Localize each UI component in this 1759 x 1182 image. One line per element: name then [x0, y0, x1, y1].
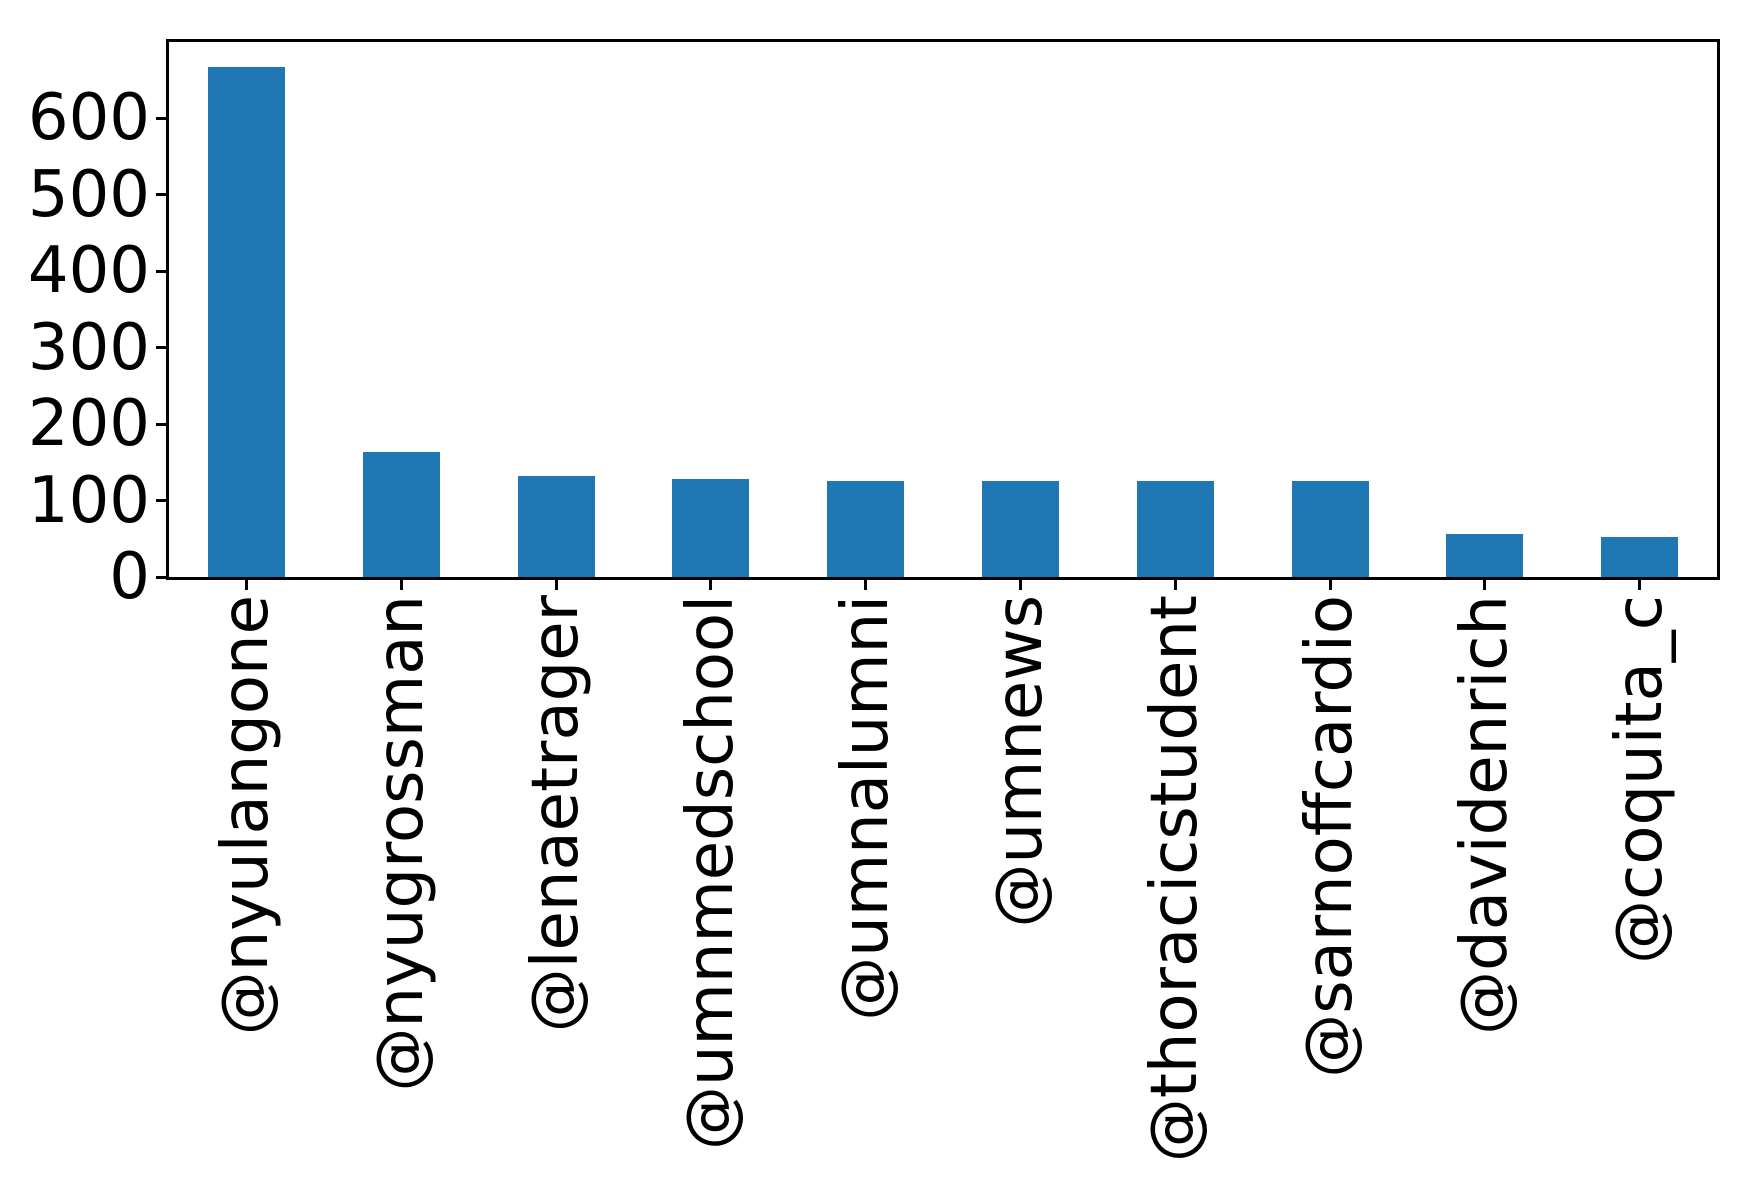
y-tick-label: 500	[27, 158, 150, 232]
bar-sarnoffcardio	[1292, 481, 1369, 577]
x-tick-label-umnalumni: @umnalumni	[829, 595, 903, 1021]
y-tick-label: 200	[27, 387, 150, 461]
bar-thoracicstudent	[1137, 481, 1214, 577]
x-tick-mark	[245, 580, 248, 590]
plot-area	[166, 39, 1720, 580]
bar-umnmedschool	[672, 479, 749, 577]
bar-davidenrich	[1446, 534, 1523, 577]
y-tick-mark	[156, 193, 166, 196]
x-tick-mark	[1019, 580, 1022, 590]
bar-umnalumni	[827, 481, 904, 577]
x-tick-label-thoracicstudent: @thoracicstudent	[1138, 595, 1212, 1163]
x-tick-mark	[709, 580, 712, 590]
x-tick-label-sarnoffcardio: @sarnoffcardio	[1293, 595, 1367, 1078]
x-tick-mark	[1174, 580, 1177, 590]
y-tick-label: 400	[27, 234, 150, 308]
y-tick-label: 300	[27, 311, 150, 385]
x-tick-mark	[864, 580, 867, 590]
bar-umnews	[982, 481, 1059, 577]
x-tick-label-davidenrich: @davidenrich	[1448, 595, 1522, 1035]
x-tick-mark	[1483, 580, 1486, 590]
x-tick-label-umnews: @umnews	[983, 595, 1057, 928]
y-tick-label: 600	[27, 81, 150, 155]
bar-nyugrossman	[363, 452, 440, 577]
x-tick-mark	[400, 580, 403, 590]
bar-nyulangone	[208, 67, 285, 577]
y-tick-mark	[156, 423, 166, 426]
x-tick-label-lenaetrager: @lenaetrager	[519, 595, 593, 1033]
y-tick-label: 100	[27, 464, 150, 538]
y-tick-label: 0	[109, 540, 150, 614]
bar-lenaetrager	[518, 476, 595, 577]
x-tick-label-nyulangone: @nyulangone	[209, 595, 283, 1036]
bar-coquita_c	[1601, 537, 1678, 577]
y-tick-mark	[156, 117, 166, 120]
y-tick-mark	[156, 270, 166, 273]
x-tick-mark	[1329, 580, 1332, 590]
y-tick-mark	[156, 499, 166, 502]
y-tick-mark	[156, 346, 166, 349]
x-tick-label-umnmedschool: @umnmedschool	[674, 595, 748, 1150]
x-tick-label-coquita_c: @coquita_c	[1603, 595, 1677, 964]
y-tick-mark	[156, 576, 166, 579]
x-tick-mark	[1638, 580, 1641, 590]
x-tick-mark	[555, 580, 558, 590]
x-tick-label-nyugrossman: @nyugrossman	[364, 595, 438, 1092]
